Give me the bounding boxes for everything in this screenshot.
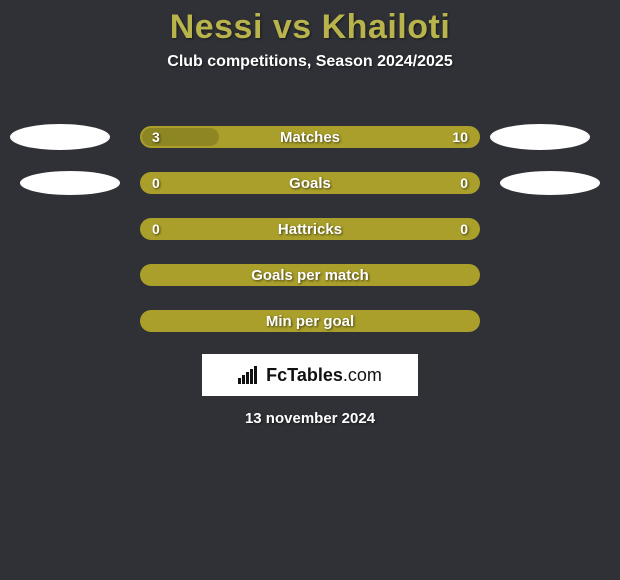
stat-bar: Goals0 0 xyxy=(140,172,480,194)
compare-row: Min per goal xyxy=(0,310,620,332)
stat-right-value: 0 xyxy=(460,221,468,237)
stat-label: Matches xyxy=(140,129,480,146)
date-label: 13 november 2024 xyxy=(0,410,620,427)
stat-bar: Matches3 10 xyxy=(140,126,480,148)
brand-prefix: Fc xyxy=(266,365,287,386)
subtitle: Club competitions, Season 2024/2025 xyxy=(0,53,620,71)
stat-left-value: 3 xyxy=(152,129,160,145)
right-ellipse xyxy=(490,124,590,150)
stat-right-value: 0 xyxy=(460,175,468,191)
bars-icon xyxy=(238,366,260,384)
brand-suffix: .com xyxy=(343,365,382,386)
stat-bar: Goals per match xyxy=(140,264,480,286)
brand-text: FcTables.com xyxy=(266,365,382,386)
stat-right-value: 10 xyxy=(452,129,468,145)
compare-row: Matches3 10 xyxy=(0,126,620,148)
stat-left-value: 0 xyxy=(152,221,160,237)
brand-badge: FcTables.com xyxy=(202,354,418,396)
comparison-card: Nessi vs Khailoti Club competitions, Sea… xyxy=(0,0,620,580)
stat-left-value: 0 xyxy=(152,175,160,191)
compare-row: Hattricks0 0 xyxy=(0,218,620,240)
compare-row: Goals per match xyxy=(0,264,620,286)
compare-rows: Matches310Goals00Hattricks00Goals per ma… xyxy=(0,126,620,332)
stat-label: Goals xyxy=(140,175,480,192)
stat-label: Hattricks xyxy=(140,221,480,238)
stat-bar: Hattricks0 0 xyxy=(140,218,480,240)
compare-row: Goals0 0 xyxy=(0,172,620,194)
stat-label: Goals per match xyxy=(140,267,480,284)
page-title: Nessi vs Khailoti xyxy=(0,0,620,47)
left-ellipse xyxy=(20,171,120,195)
left-ellipse xyxy=(10,124,110,150)
stat-bar: Min per goal xyxy=(140,310,480,332)
brand-main: Tables xyxy=(287,365,343,386)
stat-label: Min per goal xyxy=(140,313,480,330)
right-ellipse xyxy=(500,171,600,195)
